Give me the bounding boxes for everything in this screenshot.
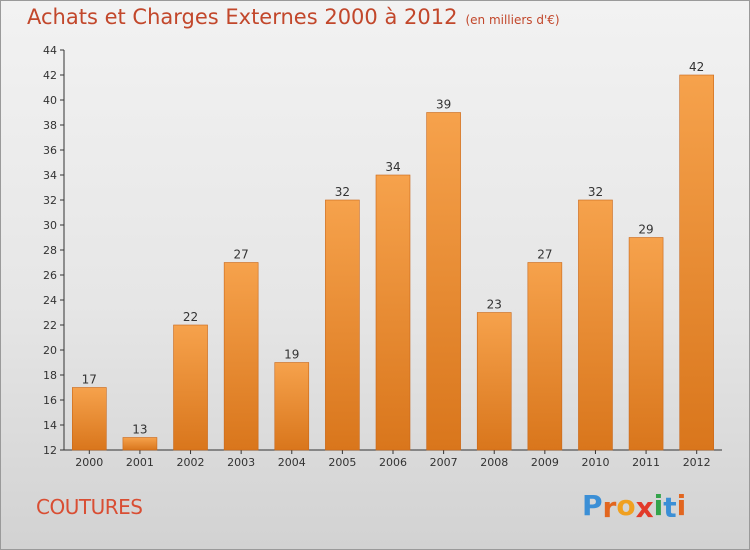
value-label-2012: 42 (689, 60, 704, 74)
x-tick-label-2008: 2008 (480, 456, 508, 469)
y-tick-label: 34 (43, 169, 57, 182)
bar-2006 (375, 174, 411, 451)
unit-note: (en milliers d'€) (465, 13, 560, 27)
y-tick-label: 24 (43, 294, 57, 307)
logo-letter: P (582, 489, 603, 522)
chart-title: Achats et Charges Externes 2000 à 2012 (27, 5, 458, 29)
value-label-2005: 32 (335, 185, 350, 199)
x-tick-label-2005: 2005 (328, 456, 356, 469)
y-tick-label: 26 (43, 269, 57, 282)
x-tick-label-2011: 2011 (632, 456, 660, 469)
x-tick-label-2003: 2003 (227, 456, 255, 469)
bar-2005 (325, 199, 360, 451)
x-tick-label-2000: 2000 (75, 456, 103, 469)
bar-2010 (578, 199, 613, 451)
x-tick-label-2002: 2002 (177, 456, 205, 469)
logo-letter: r (602, 491, 617, 524)
bar-2003 (223, 262, 259, 451)
y-tick-label: 42 (43, 69, 57, 82)
y-tick-label: 30 (43, 219, 57, 232)
logo-letter: o (616, 489, 636, 522)
value-label-2002: 22 (183, 310, 198, 324)
value-label-2009: 27 (537, 248, 552, 262)
value-label-2007: 39 (436, 98, 451, 112)
logo-letter: x (635, 491, 654, 524)
value-label-2010: 32 (588, 185, 603, 199)
bar-2008 (476, 312, 512, 451)
x-tick-label-2009: 2009 (531, 456, 559, 469)
x-tick-label-2001: 2001 (126, 456, 154, 469)
bar-2007 (426, 112, 461, 451)
value-label-2000: 17 (82, 373, 97, 387)
y-tick-label: 14 (43, 419, 57, 432)
y-tick-label: 18 (43, 369, 57, 382)
logo-letter: t (663, 491, 677, 524)
value-label-2006: 34 (385, 160, 400, 174)
value-label-2011: 29 (638, 223, 653, 237)
bar-2004 (274, 362, 310, 451)
value-label-2008: 23 (487, 298, 502, 312)
logo-letter: i (653, 489, 664, 522)
bar-2009 (527, 262, 563, 451)
x-tick-label-2012: 2012 (683, 456, 711, 469)
x-tick-label-2007: 2007 (430, 456, 458, 469)
commune-name: COUTURES (36, 495, 143, 519)
x-tick-label-2006: 2006 (379, 456, 407, 469)
y-tick-label: 36 (43, 144, 57, 157)
x-tick-label-2010: 2010 (581, 456, 609, 469)
y-tick-label: 32 (43, 194, 57, 207)
proxiti-logo: Proxiti (582, 489, 687, 524)
y-tick-label: 44 (43, 44, 57, 57)
logo-letter: i (676, 489, 687, 522)
value-label-2004: 19 (284, 348, 299, 362)
value-label-2001: 13 (132, 423, 147, 437)
y-tick-label: 12 (43, 444, 57, 457)
y-tick-label: 40 (43, 94, 57, 107)
bar-2002 (173, 324, 208, 451)
bar-2011 (628, 237, 664, 451)
chart-title-block: Achats et Charges Externes 2000 à 2012 (e… (27, 5, 560, 29)
bar-2000 (72, 387, 107, 451)
y-tick-label: 20 (43, 344, 57, 357)
x-tick-label-2004: 2004 (278, 456, 306, 469)
y-tick-label: 22 (43, 319, 57, 332)
y-tick-label: 38 (43, 119, 57, 132)
y-tick-label: 16 (43, 394, 57, 407)
y-tick-label: 28 (43, 244, 57, 257)
bar-2012 (679, 74, 714, 451)
bar-2001 (122, 437, 158, 451)
value-label-2003: 27 (234, 248, 249, 262)
